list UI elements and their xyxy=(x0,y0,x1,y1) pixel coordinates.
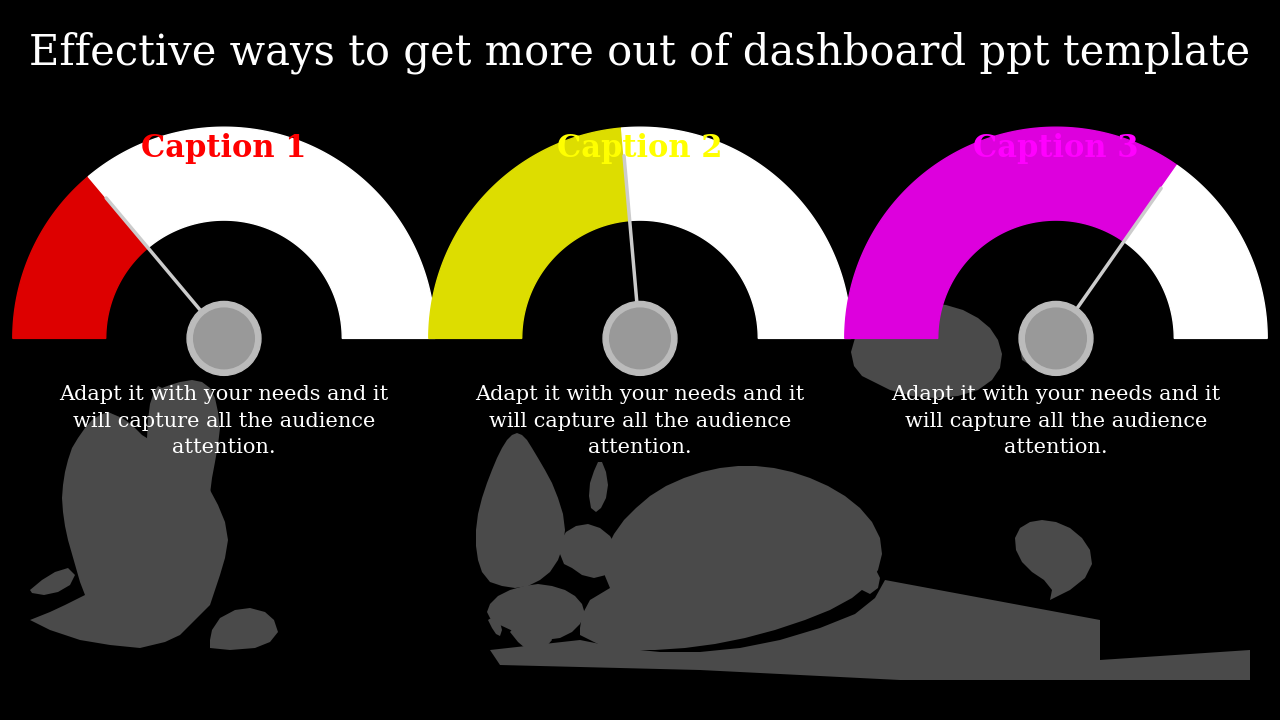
Polygon shape xyxy=(476,433,564,588)
Text: Caption 3: Caption 3 xyxy=(973,132,1139,164)
Polygon shape xyxy=(845,127,1178,338)
Polygon shape xyxy=(490,580,1251,680)
Polygon shape xyxy=(589,462,608,512)
Text: Adapt it with your needs and it
will capture all the audience
attention.: Adapt it with your needs and it will cap… xyxy=(59,385,389,457)
Text: Caption 2: Caption 2 xyxy=(557,132,723,164)
Polygon shape xyxy=(488,616,502,636)
Polygon shape xyxy=(163,388,182,415)
Text: Caption 1: Caption 1 xyxy=(141,132,307,164)
Polygon shape xyxy=(210,608,278,650)
Text: Adapt it with your needs and it
will capture all the audience
attention.: Adapt it with your needs and it will cap… xyxy=(475,385,805,457)
Polygon shape xyxy=(561,524,618,578)
Polygon shape xyxy=(749,500,780,562)
Text: Effective ways to get more out of dashboard ppt template: Effective ways to get more out of dashbo… xyxy=(29,32,1251,74)
Circle shape xyxy=(603,302,677,375)
Circle shape xyxy=(193,308,255,369)
Polygon shape xyxy=(429,128,630,338)
Circle shape xyxy=(1025,308,1087,369)
Polygon shape xyxy=(1124,166,1267,338)
Polygon shape xyxy=(88,127,435,338)
Polygon shape xyxy=(29,412,228,648)
Text: Adapt it with your needs and it
will capture all the audience
attention.: Adapt it with your needs and it will cap… xyxy=(891,385,1221,457)
Polygon shape xyxy=(1015,520,1092,600)
Circle shape xyxy=(609,308,671,369)
Polygon shape xyxy=(147,380,220,582)
Polygon shape xyxy=(486,584,585,640)
Circle shape xyxy=(187,302,261,375)
Polygon shape xyxy=(1020,328,1042,365)
Polygon shape xyxy=(858,560,881,594)
Polygon shape xyxy=(662,488,700,578)
Circle shape xyxy=(1019,302,1093,375)
Polygon shape xyxy=(851,303,1002,398)
Polygon shape xyxy=(29,568,76,595)
Polygon shape xyxy=(13,176,148,338)
Polygon shape xyxy=(509,618,552,650)
Polygon shape xyxy=(580,466,882,650)
Polygon shape xyxy=(622,127,851,338)
